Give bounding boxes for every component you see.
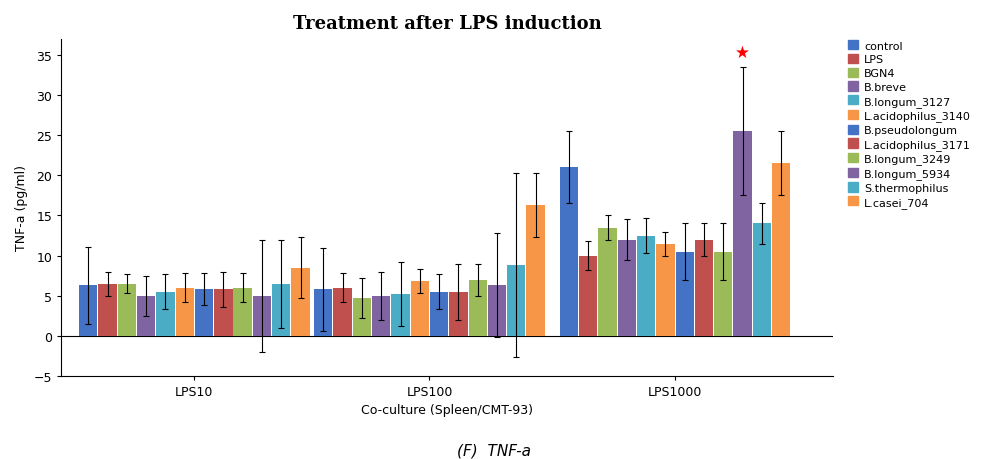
Bar [488,285,506,336]
Bar [753,224,771,336]
Title: Treatment after LPS induction: Treatment after LPS induction [292,15,602,33]
Bar [334,288,352,336]
Bar [637,236,655,336]
Bar [599,228,617,336]
Text: ★: ★ [735,44,750,62]
Bar [253,296,271,336]
Bar [656,244,675,336]
X-axis label: Co-culture (Spleen/CMT-93): Co-culture (Spleen/CMT-93) [361,403,533,416]
Bar [156,292,175,336]
Bar [195,290,213,336]
Bar [176,288,194,336]
Bar [272,284,290,336]
Bar [618,240,636,336]
Bar [430,292,449,336]
Bar [79,285,98,336]
Bar [450,292,467,336]
Bar [372,296,390,336]
Y-axis label: TNF-a (pg/ml): TNF-a (pg/ml) [15,165,28,251]
Bar [233,288,252,336]
Bar [291,268,309,336]
Legend: control, LPS, BGN4, B.breve, B.longum_3127, L.acidophilus_3140, B.pseudolongum, : control, LPS, BGN4, B.breve, B.longum_31… [846,39,973,210]
Bar [137,296,155,336]
Bar [118,284,136,336]
Bar [772,164,790,336]
Bar [99,285,117,336]
Bar [579,256,598,336]
Bar [353,298,371,336]
Bar [676,252,694,336]
Bar [468,280,487,336]
Bar [507,266,526,336]
Bar [695,240,713,336]
Bar [314,290,333,336]
Bar [560,168,578,336]
Bar [714,252,732,336]
Bar [391,294,410,336]
Bar [411,282,429,336]
Bar [527,206,544,336]
Bar [214,290,232,336]
Text: (F)  TNF-a: (F) TNF-a [457,442,531,458]
Bar [733,132,752,336]
